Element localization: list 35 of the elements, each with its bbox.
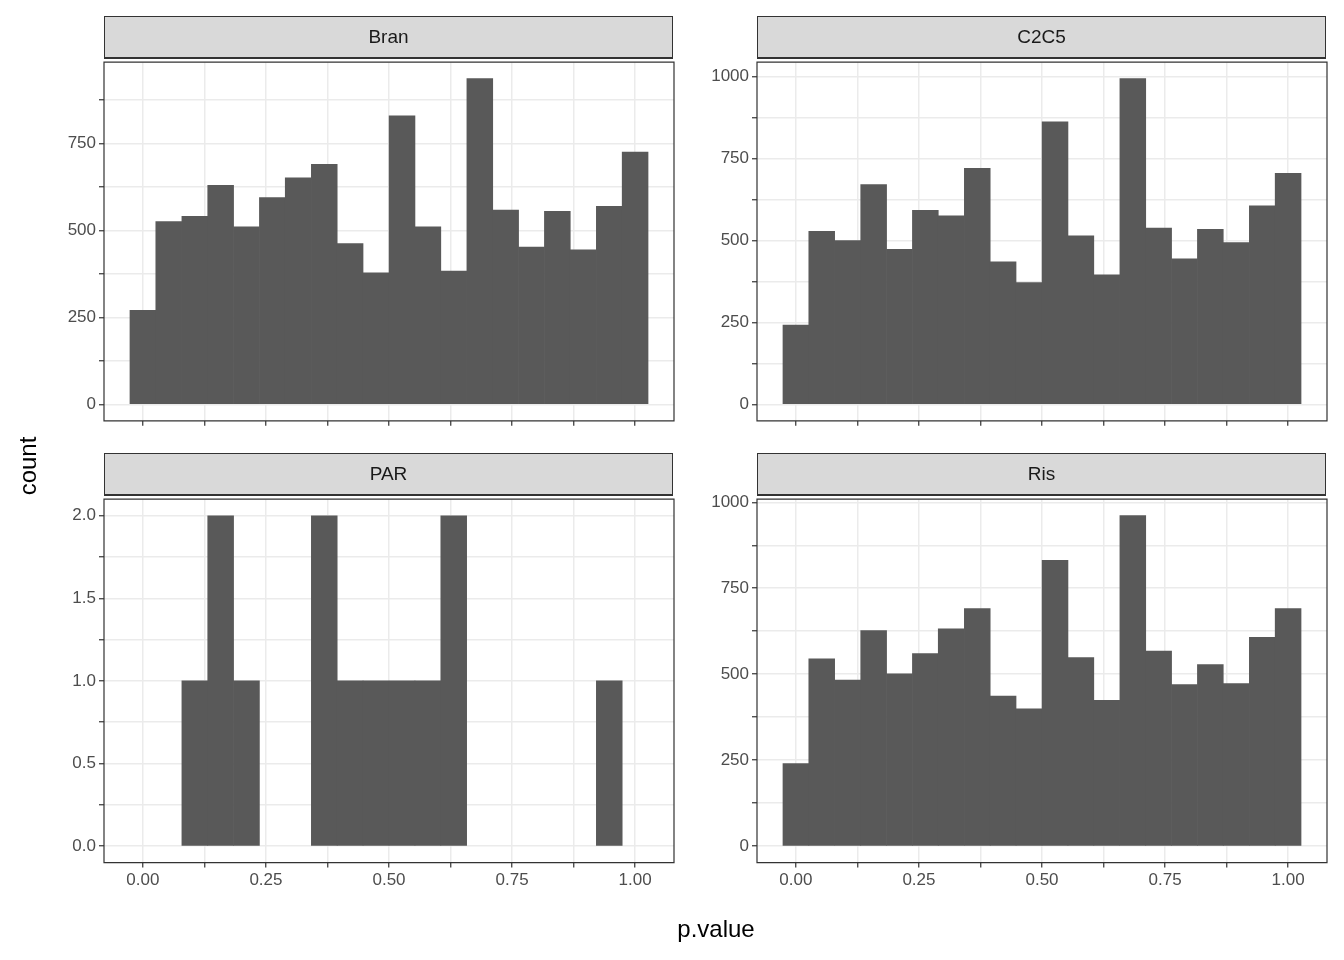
y-tick-label: 0 <box>86 394 96 414</box>
y-axis-title: count <box>14 436 42 496</box>
x-tick-label: 0.00 <box>779 870 813 890</box>
y-tick-label: 500 <box>720 230 749 250</box>
y-tick-label: 2.0 <box>72 505 96 525</box>
x-tick-label: 1.00 <box>618 870 652 890</box>
chart-title: Bran <box>104 16 673 59</box>
y-tick-label: 0.5 <box>72 753 96 773</box>
y-tick-label: 500 <box>67 220 96 240</box>
y-tick-label: 1.0 <box>72 670 96 690</box>
x-tick-label: 0.75 <box>1148 870 1182 890</box>
y-tick-label: 750 <box>720 148 749 168</box>
y-tick-label: 750 <box>67 133 96 153</box>
x-tick-label: 0.25 <box>902 870 936 890</box>
y-tick-label: 0.0 <box>72 835 96 855</box>
chart-title: PAR <box>104 453 673 496</box>
x-tick-label: 0.50 <box>372 870 406 890</box>
y-tick-label: 250 <box>720 749 749 769</box>
x-tick-label: 0.00 <box>126 870 160 890</box>
y-tick-label: 1000 <box>711 491 749 511</box>
y-tick-label: 500 <box>720 663 749 683</box>
y-tick-label: 0 <box>739 835 749 855</box>
y-tick-label: 1.5 <box>72 588 96 607</box>
x-tick-label: 1.00 <box>1271 870 1305 890</box>
x-tick-label: 0.25 <box>249 870 283 890</box>
y-tick-label: 750 <box>720 577 749 597</box>
y-tick-label: 250 <box>720 312 749 332</box>
x-tick-label: 0.50 <box>1025 870 1059 890</box>
x-axis-title: p.value <box>677 915 755 943</box>
y-tick-label: 1000 <box>711 66 749 86</box>
x-tick-label: 0.75 <box>495 870 529 890</box>
chart-title: C2C5 <box>757 16 1326 59</box>
chart-title: Ris <box>757 453 1326 496</box>
y-tick-label: 250 <box>67 307 96 327</box>
y-tick-label: 0 <box>739 394 749 414</box>
